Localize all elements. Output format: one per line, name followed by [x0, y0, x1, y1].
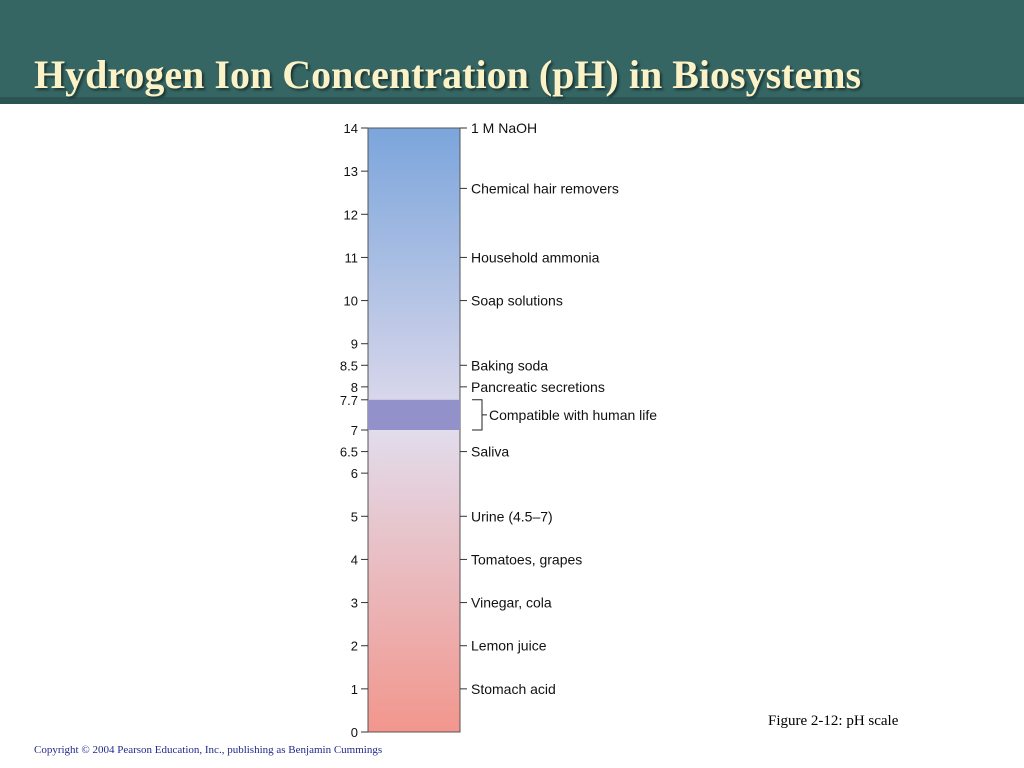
ph-tick-label: 5 [351, 509, 358, 524]
ph-tick-label: 6.5 [340, 445, 358, 460]
substance-label: 1 M NaOH [471, 120, 537, 136]
substance-label: Urine (4.5–7) [471, 508, 553, 524]
substance-label: Tomatoes, grapes [471, 551, 582, 567]
life-compatible-band [368, 399, 460, 430]
ph-tick-label: 14 [344, 121, 358, 136]
ph-tick-label: 8.5 [340, 358, 358, 373]
ph-tick-label: 2 [351, 639, 358, 654]
ph-tick-label: 7 [351, 423, 358, 438]
copyright-notice: Copyright © 2004 Pearson Education, Inc.… [34, 744, 383, 756]
title-bar [0, 0, 1024, 104]
substance-label: Lemon juice [471, 638, 547, 654]
figure-caption: Figure 2-12: pH scale [768, 713, 899, 729]
ph-tick-label: 0 [351, 725, 358, 740]
ph-tick-label: 7.7 [340, 393, 358, 408]
substance-label: Household ammonia [471, 249, 600, 265]
life-range-bracket [472, 399, 487, 431]
ph-tick-label: 6 [351, 466, 358, 481]
ph-tick-label: 4 [351, 552, 358, 567]
life-range-label: Compatible with human life [489, 407, 657, 423]
ph-tick-label: 12 [344, 207, 358, 222]
ph-tick-label: 11 [345, 250, 359, 265]
substance-label: Vinegar, cola [471, 595, 552, 611]
substance-label: Baking soda [471, 357, 548, 373]
substance-label: Soap solutions [471, 293, 563, 309]
title-bar-accent [0, 97, 1024, 104]
ph-tick-label: 9 [351, 337, 358, 352]
substance-label: Pancreatic secretions [471, 379, 605, 395]
substance-label: Stomach acid [471, 681, 556, 697]
ph-tick-label: 8 [351, 380, 358, 395]
substance-labels: 1 M NaOH Chemical hair removers Household … [460, 120, 619, 697]
substance-label: Saliva [471, 444, 509, 460]
ph-tick-label: 13 [344, 164, 358, 179]
ph-tick-label: 3 [351, 596, 358, 611]
substance-label: Chemical hair removers [471, 180, 619, 196]
ph-tick-label: 1 [351, 682, 358, 697]
slide-title: Hydrogen Ion Concentration (pH) in Biosy… [34, 52, 862, 97]
ph-tick-label: 10 [344, 294, 358, 309]
